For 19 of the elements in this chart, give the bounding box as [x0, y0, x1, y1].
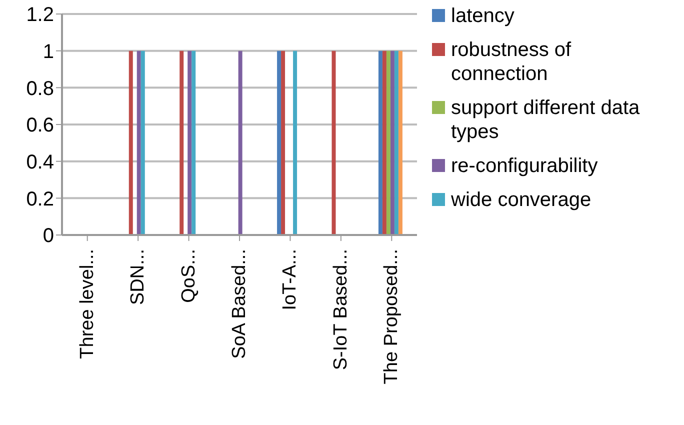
y-tick-label: 0.8 [26, 78, 54, 100]
x-tick-label: QoS... [178, 249, 200, 303]
y-tick-label: 1 [42, 40, 54, 63]
x-tick-label: SDN... [128, 249, 149, 305]
legend-label: latency [451, 4, 516, 28]
legend-label: wide converage [451, 188, 592, 212]
x-tick-label: Three level... [76, 249, 98, 359]
y-tick-label: 0.4 [26, 151, 54, 174]
x-tick-label: SoA Based... [229, 249, 250, 359]
legend-label: support different data types [451, 96, 641, 144]
legend-label: robustness of connection [451, 38, 572, 86]
x-tick-label: IoT-A... [280, 249, 301, 310]
y-tick-label: 0.6 [26, 114, 54, 137]
y-tick-label: 0.2 [26, 188, 54, 210]
legend-label: re-configurability [451, 154, 599, 178]
y-tick-label: 1.2 [26, 4, 54, 26]
x-tick-label: S-IoT Based... [330, 249, 352, 370]
x-tick-label: The Proposed... [381, 249, 402, 384]
y-tick-label: 0 [42, 225, 54, 248]
